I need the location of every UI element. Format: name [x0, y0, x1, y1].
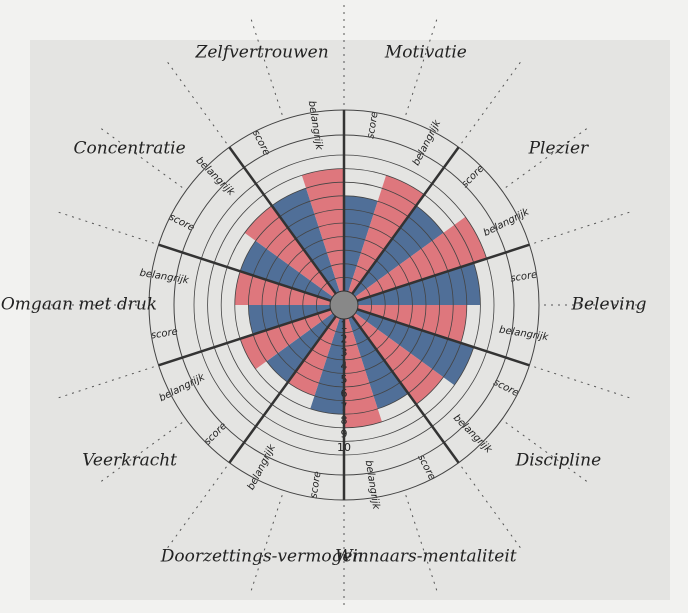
category-label: Plezier: [528, 139, 589, 159]
category-label: Doorzettings-vermogen: [160, 547, 364, 567]
category-label: Discipline: [515, 450, 602, 470]
category-label: Motivatie: [384, 42, 467, 62]
category-label: Veerkracht: [82, 450, 177, 470]
category-label: Beleving: [571, 295, 647, 315]
category-label: Concentratie: [74, 139, 186, 159]
chart: scorescorescorescorescorescorescorescore…: [0, 0, 688, 613]
category-label: Zelfvertrouwen: [195, 42, 329, 62]
hub: [330, 291, 358, 319]
category-label: Omgaan met druk: [1, 295, 157, 315]
